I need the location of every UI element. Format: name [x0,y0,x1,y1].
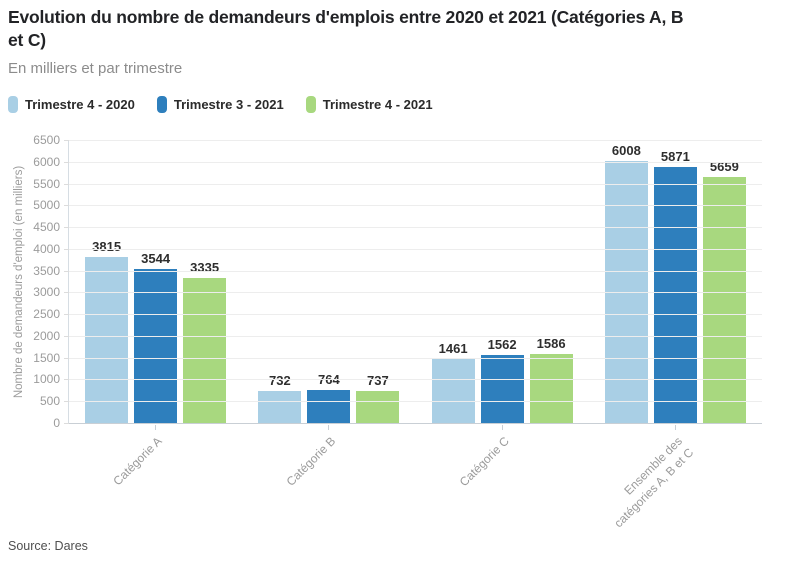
bar: 732 [258,373,302,423]
legend-label: Trimestre 4 - 2020 [25,97,135,112]
legend-swatch-icon [305,96,316,113]
y-tick-label: 5500 [33,176,60,191]
y-gridline [69,161,762,163]
bar-value-label: 732 [269,373,291,389]
y-tick-mark [64,401,69,403]
y-tick-label: 2500 [33,307,60,322]
bar: 764 [307,372,351,423]
legend-swatch-icon [8,96,18,113]
y-tick-mark [64,379,69,381]
bar: 3815 [85,239,129,423]
y-tick-label: 2000 [33,328,60,343]
bar-group: 6008 5871 5659 [604,140,746,423]
y-tick-mark [64,161,69,163]
y-tick-mark [64,183,69,185]
legend-label: Trimestre 4 - 2021 [322,97,433,112]
bar-value-label: 5871 [660,149,690,165]
legend-item: Trimestre 4 - 2020 [8,96,135,113]
y-tick-label: 500 [39,394,60,409]
y-gridline [69,401,762,403]
y-tick-mark [64,292,69,294]
x-tick-mark [154,425,156,430]
bar: 737 [356,373,400,423]
y-tick-mark [64,357,69,359]
y-axis-title: Nombre de demandeurs d'emploi (en millie… [13,165,25,399]
bar: 6008 [604,143,648,423]
bar-group: 3815 3544 3335 [85,140,227,423]
y-tick-label: 6000 [33,154,60,169]
y-tick-label: 3000 [33,285,60,300]
bar-group: 732 764 737 [258,140,400,423]
bars-layer: 3815 3544 3335 732 764 737 1461 1562 1586 6008 587… [69,140,762,423]
legend: Trimestre 4 - 2020 Trimestre 3 - 2021 Trim… [8,96,433,113]
bar-group: 1461 1562 1586 [431,140,573,423]
bar: 1562 [480,337,524,423]
chart-subtitle: En milliers et par trimestre [8,60,183,77]
plot-area: 3815 3544 3335 732 764 737 1461 1562 1586 6008 587… [33,133,762,430]
y-gridline [69,335,762,337]
bar-value-label: 1461 [438,341,468,357]
y-gridline [69,140,762,141]
bar-value-label: 1586 [536,335,566,351]
y-tick-mark [64,140,69,141]
bar: 1586 [529,336,573,423]
y-tick-mark [64,335,69,337]
y-tick-label: 1000 [33,372,60,387]
y-gridline [69,292,762,294]
y-gridline [69,314,762,316]
bar: 1461 [431,341,475,423]
source-note: Source: Dares [8,539,88,553]
y-tick-mark [64,248,69,250]
bar-value-label: 3335 [190,259,220,275]
bar: 3544 [134,251,178,423]
y-tick-label: 5000 [33,198,60,213]
y-tick-mark [64,314,69,316]
legend-item: Trimestre 3 - 2021 [156,96,284,113]
y-gridline [69,183,762,185]
y-tick-label: 4000 [33,241,60,256]
x-axis-label: Catégorie C [456,434,512,490]
x-axis-label: Catégorie A [110,434,165,489]
y-tick-mark [64,270,69,272]
legend-item: Trimestre 4 - 2021 [305,96,433,113]
x-axis-label: Ensemble des catégories A, B et C [611,434,697,530]
x-tick-mark [328,425,330,430]
y-tick-label: 6500 [33,133,60,147]
y-gridline [69,227,762,229]
y-tick-mark [64,205,69,207]
bar-value-label: 3544 [141,250,171,266]
chart-title: Evolution du nombre de demandeurs d'empl… [8,7,684,50]
x-tick-mark [675,425,677,430]
y-gridline [69,379,762,381]
y-tick-label: 0 [53,416,60,430]
bar-value-label: 6008 [611,143,641,159]
y-tick-label: 4500 [33,220,60,235]
y-gridline [69,205,762,207]
bar: 5659 [702,159,746,423]
y-tick-mark [64,227,69,229]
y-tick-mark [64,423,69,424]
bar-value-label: 764 [318,371,340,387]
legend-label: Trimestre 3 - 2021 [173,97,284,112]
y-gridline [69,270,762,272]
bar-value-label: 1562 [487,337,517,352]
legend-swatch-icon [156,96,167,113]
y-tick-label: 1500 [33,350,60,365]
x-axis-label: Catégorie B [283,434,339,489]
y-gridline [69,357,762,359]
x-tick-mark [501,425,503,430]
bar-value-label: 3815 [92,238,122,254]
y-tick-label: 3500 [33,263,60,278]
y-gridline [69,248,762,250]
x-axis-labels: Catégorie A Catégorie B Catégorie C Ensembl… [68,425,762,535]
